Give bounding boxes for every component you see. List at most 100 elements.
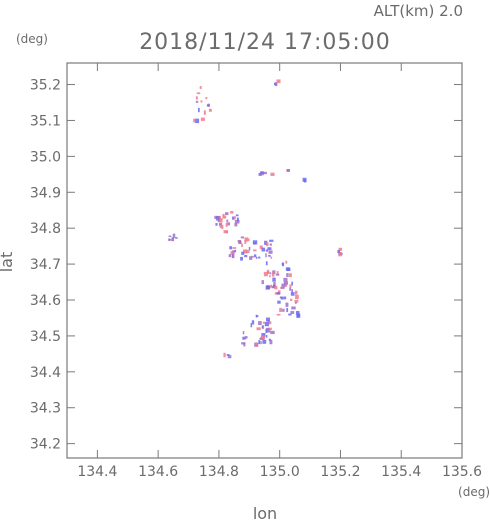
echo-pixel bbox=[227, 222, 231, 226]
echo-pixel bbox=[169, 238, 173, 241]
echo-pixel bbox=[218, 218, 223, 223]
echo-pixel bbox=[264, 240, 268, 245]
echo-pixel bbox=[253, 249, 257, 252]
echo-pixel bbox=[262, 321, 265, 324]
echo-pixel bbox=[282, 308, 285, 312]
echo-pixel bbox=[249, 256, 253, 260]
echo-pixel bbox=[283, 281, 288, 285]
echo-pixel bbox=[279, 296, 282, 299]
echo-pixel bbox=[286, 169, 290, 172]
echo-pixel bbox=[261, 171, 264, 173]
echo-pixels bbox=[168, 79, 343, 359]
x-tick-label: 135.0 bbox=[260, 464, 300, 480]
echo-pixel bbox=[216, 216, 220, 221]
echo-pixel bbox=[265, 335, 268, 338]
echo-pixel bbox=[274, 292, 278, 295]
echo-pixel bbox=[294, 299, 299, 303]
echo-pixel bbox=[277, 292, 280, 295]
echo-pixel bbox=[251, 255, 254, 258]
echo-pixel bbox=[285, 260, 288, 264]
echo-pixel bbox=[206, 104, 210, 107]
echo-pixel bbox=[232, 216, 235, 220]
echo-pixel bbox=[228, 254, 232, 258]
plot-frame bbox=[66, 62, 463, 459]
echo-pixel bbox=[273, 282, 276, 287]
echo-pixel bbox=[265, 249, 269, 252]
echo-pixel bbox=[244, 239, 247, 244]
echo-pixel bbox=[265, 242, 269, 247]
echo-pixel bbox=[219, 224, 222, 229]
echo-pixel bbox=[195, 96, 198, 100]
echo-pixel bbox=[281, 283, 286, 288]
echo-pixel bbox=[259, 245, 263, 249]
echo-pixel bbox=[282, 262, 285, 267]
echo-pixel bbox=[227, 355, 232, 359]
echo-pixel bbox=[285, 302, 289, 307]
echo-pixel bbox=[265, 328, 268, 333]
echo-pixel bbox=[241, 251, 245, 255]
echo-pixel bbox=[286, 307, 289, 313]
echo-pixel bbox=[248, 247, 251, 251]
altitude-label: ALT(km) 2.0 bbox=[374, 2, 463, 20]
echo-pixel bbox=[269, 243, 272, 246]
echo-pixel bbox=[258, 256, 261, 259]
echo-pixel bbox=[234, 216, 236, 219]
echo-pixel bbox=[271, 286, 276, 289]
echo-pixel bbox=[241, 243, 243, 248]
echo-pixel bbox=[294, 290, 298, 295]
x-tick-label: 134.6 bbox=[138, 464, 178, 480]
echo-pixel bbox=[222, 215, 227, 219]
echo-pixel bbox=[297, 314, 300, 318]
echo-pixel bbox=[234, 219, 237, 222]
echo-pixel bbox=[261, 333, 266, 337]
y-tick-label: 34.5 bbox=[30, 329, 61, 345]
y-tick-label: 35.0 bbox=[30, 149, 61, 165]
echo-pixel bbox=[230, 211, 234, 214]
echo-pixel bbox=[193, 118, 196, 123]
echo-pixel bbox=[223, 352, 226, 358]
echo-pixel bbox=[242, 331, 245, 335]
echo-pixel bbox=[250, 323, 253, 328]
echo-pixel bbox=[243, 342, 246, 347]
x-tick-label: 135.4 bbox=[381, 464, 421, 480]
echo-pixel bbox=[264, 321, 270, 327]
echo-pixel bbox=[263, 171, 267, 175]
echo-pixel bbox=[272, 277, 276, 282]
echo-pixel bbox=[255, 256, 258, 259]
echo-pixel bbox=[268, 254, 271, 257]
echo-pixel bbox=[258, 173, 262, 176]
echo-pixel bbox=[200, 117, 205, 121]
echo-pixel bbox=[225, 222, 228, 227]
echo-pixel bbox=[269, 239, 274, 242]
x-unit-label: (deg) bbox=[458, 485, 490, 499]
echo-pixel bbox=[276, 79, 281, 84]
echo-pixel bbox=[290, 298, 293, 301]
echo-pixel bbox=[279, 307, 282, 313]
echo-pixel bbox=[295, 294, 299, 300]
echo-pixel bbox=[218, 215, 221, 221]
echo-pixel bbox=[254, 254, 257, 258]
echo-pixel bbox=[229, 246, 233, 250]
y-tick-label: 34.9 bbox=[30, 185, 61, 201]
echo-pixel bbox=[195, 100, 199, 103]
echo-pixel bbox=[286, 273, 289, 278]
echo-pixel bbox=[266, 317, 270, 322]
echo-pixel bbox=[171, 237, 174, 242]
echo-pixel bbox=[263, 271, 268, 277]
echo-pixel bbox=[269, 340, 273, 345]
echo-pixel bbox=[242, 336, 245, 340]
echo-pixel bbox=[291, 289, 293, 293]
echo-pixel bbox=[284, 283, 288, 287]
echo-pixel bbox=[273, 82, 277, 86]
echo-pixel bbox=[285, 267, 290, 271]
echo-pixel bbox=[337, 249, 341, 254]
echo-pixel bbox=[277, 300, 281, 304]
echo-pixel bbox=[196, 92, 201, 95]
echo-pixel bbox=[260, 340, 262, 345]
echo-pixel bbox=[267, 247, 272, 251]
echo-pixel bbox=[199, 86, 202, 89]
echo-pixel bbox=[290, 292, 295, 296]
echo-pixel bbox=[240, 256, 243, 261]
echo-pixel bbox=[226, 219, 229, 223]
echo-pixel bbox=[254, 342, 257, 347]
